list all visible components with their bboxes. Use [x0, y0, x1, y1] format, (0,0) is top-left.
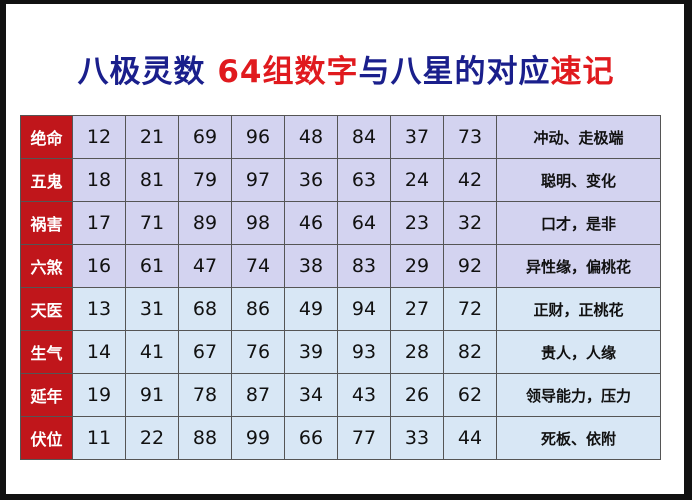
number-cell: 39 — [284, 330, 338, 374]
star-label: 天医 — [20, 287, 73, 331]
number-cell: 12 — [72, 115, 126, 159]
title-part: 速记 — [550, 54, 615, 90]
number-cell: 84 — [337, 115, 391, 159]
number-cell: 46 — [284, 201, 338, 245]
star-label: 五鬼 — [20, 158, 73, 202]
number-cell: 68 — [178, 287, 232, 331]
table-row: 天医 13 31 68 86 49 94 27 72 正财，正桃花 — [20, 287, 661, 331]
number-cell: 73 — [443, 115, 497, 159]
number-cell: 62 — [443, 373, 497, 417]
number-cell: 33 — [390, 416, 444, 460]
number-cell: 97 — [231, 158, 285, 202]
number-cell: 16 — [72, 244, 126, 288]
number-cell: 27 — [390, 287, 444, 331]
number-cell: 93 — [337, 330, 391, 374]
table-row: 六煞 16 61 47 74 38 83 29 92 异性缘，偏桃花 — [20, 244, 661, 288]
meaning-cell: 冲动、走极端 — [496, 115, 661, 159]
number-cell: 49 — [284, 287, 338, 331]
title-part: 64组数字 — [217, 54, 359, 90]
number-cell: 67 — [178, 330, 232, 374]
number-cell: 76 — [231, 330, 285, 374]
number-cell: 96 — [231, 115, 285, 159]
star-label: 绝命 — [20, 115, 73, 159]
number-cell: 74 — [231, 244, 285, 288]
star-label: 延年 — [20, 373, 73, 417]
star-label: 祸害 — [20, 201, 73, 245]
meaning-cell: 口才，是非 — [496, 201, 661, 245]
number-cell: 86 — [231, 287, 285, 331]
number-cell: 11 — [72, 416, 126, 460]
title-part: 八极灵数 — [77, 54, 218, 90]
number-cell: 37 — [390, 115, 444, 159]
meaning-cell: 领导能力，压力 — [496, 373, 661, 417]
number-cell: 18 — [72, 158, 126, 202]
page-title: 八极灵数 64组数字与八星的对应速记 — [0, 52, 692, 92]
table-row: 生气 14 41 67 76 39 93 28 82 贵人，人缘 — [20, 330, 661, 374]
number-cell: 61 — [125, 244, 179, 288]
number-cell: 44 — [443, 416, 497, 460]
number-cell: 77 — [337, 416, 391, 460]
table-row: 延年 19 91 78 87 34 43 26 62 领导能力，压力 — [20, 373, 661, 417]
star-label: 生气 — [20, 330, 73, 374]
table-row: 祸害 17 71 89 98 46 64 23 32 口才，是非 — [20, 201, 661, 245]
number-cell: 24 — [390, 158, 444, 202]
number-cell: 71 — [125, 201, 179, 245]
number-cell: 81 — [125, 158, 179, 202]
number-cell: 29 — [390, 244, 444, 288]
number-cell: 66 — [284, 416, 338, 460]
number-cell: 43 — [337, 373, 391, 417]
number-cell: 34 — [284, 373, 338, 417]
number-cell: 26 — [390, 373, 444, 417]
number-cell: 38 — [284, 244, 338, 288]
number-cell: 32 — [443, 201, 497, 245]
title-part: 与八星的对应 — [358, 54, 551, 90]
number-cell: 13 — [72, 287, 126, 331]
number-cell: 94 — [337, 287, 391, 331]
number-cell: 88 — [178, 416, 232, 460]
number-cell: 91 — [125, 373, 179, 417]
number-cell: 36 — [284, 158, 338, 202]
number-cell: 14 — [72, 330, 126, 374]
number-cell: 72 — [443, 287, 497, 331]
meaning-cell: 贵人，人缘 — [496, 330, 661, 374]
number-cell: 28 — [390, 330, 444, 374]
number-cell: 83 — [337, 244, 391, 288]
number-cell: 89 — [178, 201, 232, 245]
number-cell: 21 — [125, 115, 179, 159]
number-cell: 23 — [390, 201, 444, 245]
number-cell: 98 — [231, 201, 285, 245]
meaning-cell: 异性缘，偏桃花 — [496, 244, 661, 288]
number-cell: 78 — [178, 373, 232, 417]
number-cell: 22 — [125, 416, 179, 460]
number-cell: 64 — [337, 201, 391, 245]
number-cell: 99 — [231, 416, 285, 460]
meaning-cell: 死板、依附 — [496, 416, 661, 460]
number-cell: 63 — [337, 158, 391, 202]
number-cell: 87 — [231, 373, 285, 417]
number-cell: 48 — [284, 115, 338, 159]
number-star-table: 绝命 12 21 69 96 48 84 37 73 冲动、走极端 五鬼 18 81 79 97 36 63 24… — [20, 115, 661, 460]
table-row: 绝命 12 21 69 96 48 84 37 73 冲动、走极端 — [20, 115, 661, 159]
number-cell: 69 — [178, 115, 232, 159]
number-cell: 19 — [72, 373, 126, 417]
meaning-cell: 聪明、变化 — [496, 158, 661, 202]
number-cell: 42 — [443, 158, 497, 202]
star-label: 六煞 — [20, 244, 73, 288]
number-cell: 79 — [178, 158, 232, 202]
number-cell: 82 — [443, 330, 497, 374]
number-cell: 92 — [443, 244, 497, 288]
meaning-cell: 正财，正桃花 — [496, 287, 661, 331]
star-label: 伏位 — [20, 416, 73, 460]
number-cell: 47 — [178, 244, 232, 288]
table-row: 五鬼 18 81 79 97 36 63 24 42 聪明、变化 — [20, 158, 661, 202]
number-cell: 17 — [72, 201, 126, 245]
number-cell: 41 — [125, 330, 179, 374]
table-row: 伏位 11 22 88 99 66 77 33 44 死板、依附 — [20, 416, 661, 460]
number-cell: 31 — [125, 287, 179, 331]
